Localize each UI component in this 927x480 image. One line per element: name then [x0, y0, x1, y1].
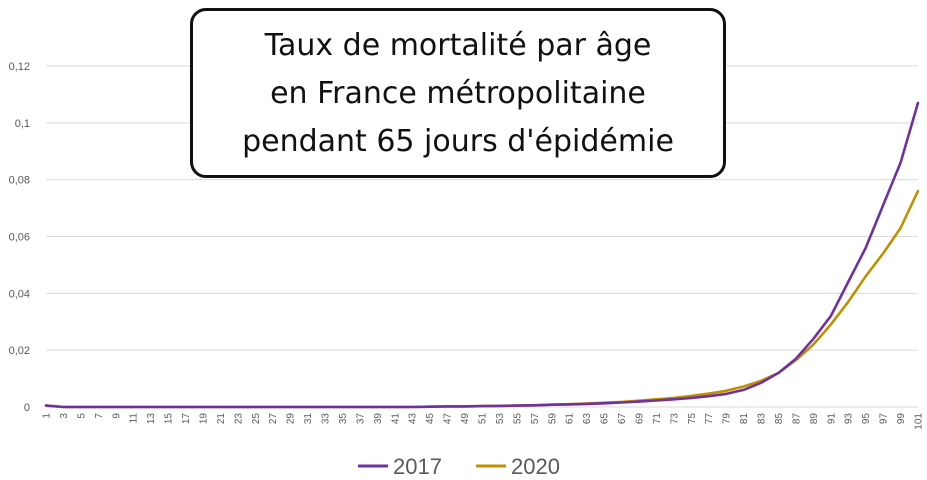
x-tick-label: 19 [198, 413, 209, 425]
x-tick-label: 67 [617, 413, 628, 425]
x-tick-label: 55 [512, 413, 523, 425]
x-tick-label: 101 [914, 413, 925, 430]
x-tick-label: 71 [652, 413, 663, 425]
y-tick-label: 0,04 [9, 288, 30, 300]
x-tick-label: 33 [321, 413, 332, 425]
x-tick-label: 37 [355, 413, 366, 425]
x-tick-label: 89 [809, 413, 820, 425]
x-tick-label: 91 [826, 413, 837, 425]
series-line-2020 [44, 189, 920, 409]
legend-label-2017: 2017 [393, 454, 442, 479]
y-tick-label: 0 [24, 402, 30, 414]
x-tick-label: 57 [530, 413, 541, 425]
x-tick-label: 53 [495, 413, 506, 425]
x-tick-label: 43 [408, 413, 419, 425]
chart-series [44, 101, 920, 409]
x-tick-label: 27 [268, 413, 279, 425]
x-tick-label: 35 [338, 413, 349, 425]
x-tick-label: 51 [478, 413, 489, 425]
x-tick-label: 39 [373, 413, 384, 425]
x-tick-label: 61 [565, 413, 576, 425]
x-tick-label: 21 [216, 413, 227, 425]
x-tick-label: 75 [687, 413, 698, 425]
legend-label-2020: 2020 [511, 454, 560, 479]
x-tick-label: 83 [757, 413, 768, 425]
chart-title-box: Taux de mortalité par âge en France métr… [190, 8, 726, 178]
x-tick-label: 49 [460, 413, 471, 425]
x-tick-label: 73 [669, 413, 680, 425]
chart-title-line-3: pendant 65 jours d'épidémie [242, 124, 674, 159]
x-tick-label: 29 [286, 413, 297, 425]
x-tick-label: 69 [634, 413, 645, 425]
x-tick-label: 79 [722, 413, 733, 425]
x-axis: 1 3 5 7 9 11 13 15 17 19 21 23 25 27 29 31 33 35 37 39 41 43 4… [42, 413, 925, 430]
chart-title-line-1: Taux de mortalité par âge [264, 28, 652, 63]
x-tick-label: 77 [704, 413, 715, 425]
x-tick-label: 93 [844, 413, 855, 425]
x-tick-label: 63 [582, 413, 593, 425]
x-tick-label: 25 [251, 413, 262, 425]
y-tick-label: 0,08 [9, 175, 30, 187]
x-tick-label: 87 [791, 413, 802, 425]
x-tick-label: 85 [774, 413, 785, 425]
x-tick-label: 81 [739, 413, 750, 425]
y-tick-label: 0,12 [9, 61, 30, 73]
x-tick-label: 59 [547, 413, 558, 425]
x-tick-label: 23 [233, 413, 244, 425]
x-tick-label: 95 [861, 413, 872, 425]
x-tick-label: 7 [94, 413, 105, 419]
x-tick-label: 99 [896, 413, 907, 425]
x-tick-label: 17 [181, 413, 192, 425]
x-tick-label: 9 [111, 413, 122, 419]
x-tick-label: 13 [146, 413, 157, 425]
y-tick-label: 0,06 [9, 232, 30, 244]
x-tick-label: 1 [42, 413, 53, 419]
series-line-2017 [44, 101, 920, 409]
x-tick-label: 41 [390, 413, 401, 425]
y-axis: 0 0,02 0,04 0,06 0,08 0,1 0,12 [9, 61, 30, 414]
chart-legend: 2017 2020 [358, 454, 560, 479]
x-tick-label: 5 [76, 413, 87, 419]
y-tick-label: 0,02 [9, 345, 30, 357]
chart-title-line-2: en France métropolitaine [270, 76, 646, 111]
x-tick-label: 31 [303, 413, 314, 425]
y-tick-label: 0,1 [15, 118, 30, 130]
x-tick-label: 65 [600, 413, 611, 425]
x-tick-label: 45 [425, 413, 436, 425]
x-tick-label: 47 [443, 413, 454, 425]
x-tick-label: 11 [129, 413, 140, 424]
x-tick-label: 97 [879, 413, 890, 425]
x-tick-label: 3 [59, 413, 70, 419]
x-tick-label: 15 [164, 413, 175, 425]
